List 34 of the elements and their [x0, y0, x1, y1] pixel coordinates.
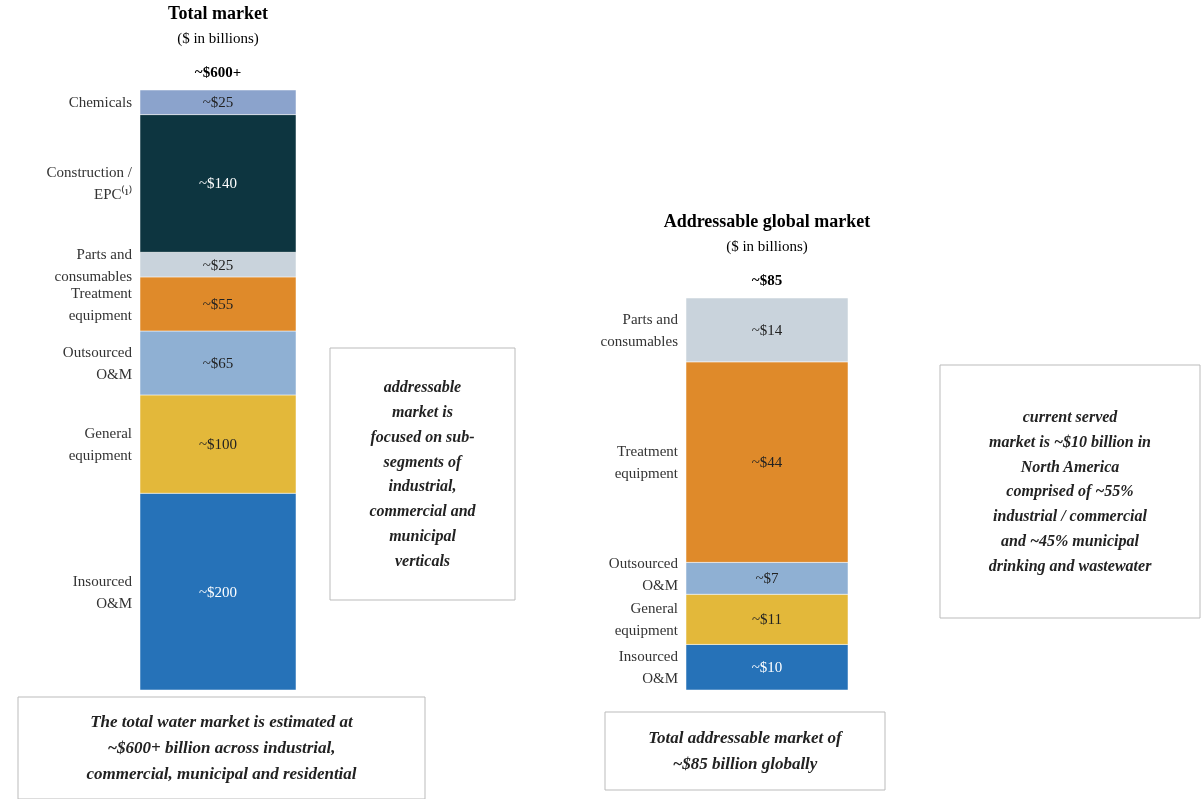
text: addressable market is focused on sub- segments of industrial, commercial and municipal verticals: [369, 378, 477, 569]
series-label: Parts and consumables: [600, 310, 679, 349]
data-label: ~$65: [202, 354, 234, 371]
series-label: Treatment equipment: [614, 443, 679, 482]
text: current served market is ~$10 billion in North America comprised of ~55% industrial / commercial and ~45% municipal drinking and wastewater: [988, 408, 1153, 575]
series-label: Construction / EPC⁽¹⁾: [46, 164, 133, 203]
data-label: ~$100: [198, 436, 238, 453]
data-label: ~$11: [751, 611, 783, 628]
series-label: Outsourced O&M: [608, 555, 679, 594]
text: The total water market is estimated at ~$600+ billion across industrial, commercial, municipal and residential: [86, 711, 357, 784]
series-label: Outsourced O&M: [62, 343, 133, 382]
series-label: General equipment: [614, 600, 679, 639]
data-label: ~$25: [202, 94, 234, 111]
chart-subtitle: ($ in billions): [177, 30, 259, 47]
series-label: Insourced O&M: [72, 572, 133, 611]
series-label: Parts and consumables: [54, 245, 133, 284]
data-label: ~$44: [751, 454, 783, 471]
total-label: ~$85: [751, 272, 783, 288]
data-label: ~$10: [751, 659, 783, 676]
series-label: Insourced O&M: [618, 648, 679, 687]
total-label: ~$600+: [194, 64, 242, 80]
text: Total addressable market of ~$85 billion globally: [648, 727, 845, 774]
series-label: Chemicals: [68, 94, 133, 111]
data-label: ~$140: [198, 175, 238, 192]
chart-title: Total market: [168, 3, 268, 23]
series-label: Treatment equipment: [68, 284, 133, 323]
data-label: ~$25: [202, 256, 234, 273]
chart-subtitle: ($ in billions): [726, 238, 808, 255]
data-label: ~$55: [202, 295, 234, 312]
data-label: ~$200: [198, 583, 238, 600]
series-label: General equipment: [68, 425, 133, 464]
data-label: ~$14: [751, 321, 783, 338]
chart-title: Addressable global market: [663, 211, 871, 231]
data-label: ~$7: [755, 570, 780, 587]
